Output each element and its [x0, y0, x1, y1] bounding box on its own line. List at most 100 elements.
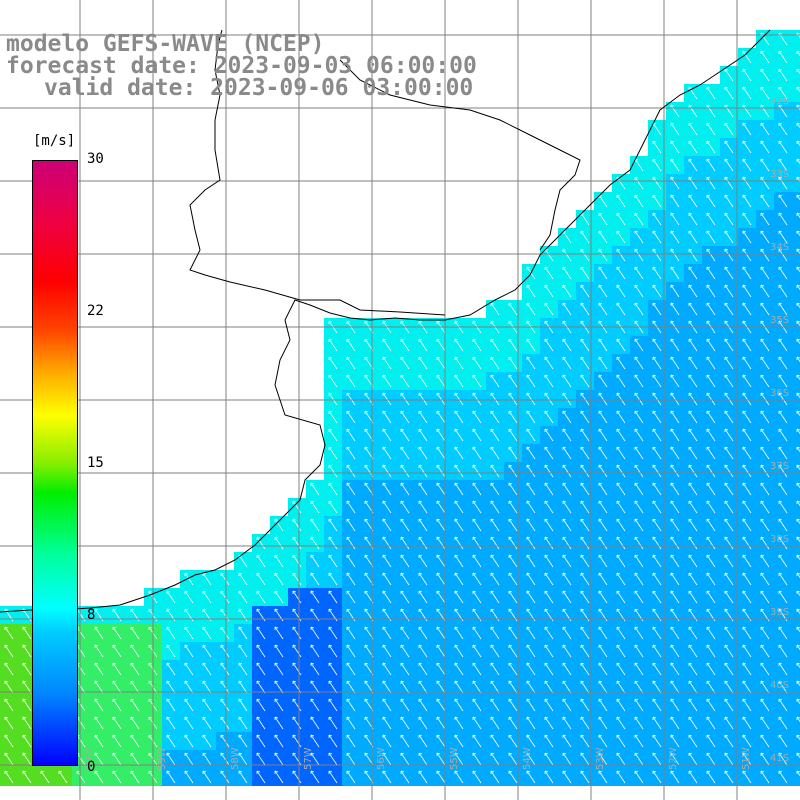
wind-arrow	[436, 626, 446, 640]
wind-arrow	[706, 428, 716, 442]
wind-arrow	[472, 644, 482, 658]
wind-arrow	[202, 680, 212, 694]
wind-arrow	[742, 500, 752, 514]
wind-arrow	[616, 194, 626, 208]
wind-arrow	[436, 518, 446, 532]
wind-arrow	[238, 626, 248, 640]
wind-arrow	[634, 698, 644, 712]
wind-arrow	[634, 338, 644, 352]
wind-arrow	[688, 590, 698, 604]
wind-arrow	[670, 176, 680, 190]
wind-arrow	[490, 428, 500, 442]
wind-speed-cell	[792, 120, 800, 138]
wind-arrow	[490, 374, 500, 388]
wind-arrow	[706, 554, 716, 568]
wind-arrow	[436, 464, 446, 478]
wind-arrow	[778, 50, 788, 64]
wind-arrow	[544, 284, 554, 298]
wind-arrow	[616, 356, 626, 370]
wind-arrow	[706, 374, 716, 388]
wind-arrow	[562, 662, 572, 676]
wind-arrow	[490, 356, 500, 370]
wind-arrow	[490, 302, 500, 316]
wind-arrow	[490, 734, 500, 748]
wind-arrow	[490, 338, 500, 352]
wind-arrow	[724, 716, 734, 730]
wind-arrow	[184, 572, 194, 586]
wind-arrow	[742, 644, 752, 658]
wind-arrow	[526, 464, 536, 478]
wind-arrow	[490, 482, 500, 496]
wind-arrow	[454, 482, 464, 496]
wind-arrow	[454, 500, 464, 514]
wind-arrow	[328, 662, 338, 676]
wind-arrow	[706, 734, 716, 748]
wind-arrow	[580, 734, 590, 748]
wind-arrow	[580, 356, 590, 370]
wind-arrow	[454, 698, 464, 712]
wind-arrow	[400, 698, 410, 712]
wind-arrow	[454, 590, 464, 604]
wind-arrow	[616, 554, 626, 568]
wind-arrow	[328, 392, 338, 406]
wind-arrow	[22, 716, 32, 730]
wind-arrow	[706, 752, 716, 766]
wind-arrow	[742, 158, 752, 172]
wind-arrow	[328, 446, 338, 460]
wind-arrow	[580, 482, 590, 496]
wind-arrow	[670, 122, 680, 136]
wind-arrow	[760, 248, 770, 262]
wind-arrow	[760, 68, 770, 82]
wind-arrow	[346, 752, 356, 766]
wind-arrow	[238, 716, 248, 730]
wind-arrow	[706, 194, 716, 208]
colorbar-tick: 8	[87, 607, 96, 623]
wind-arrow	[490, 644, 500, 658]
wind-arrow	[238, 752, 248, 766]
wind-arrow	[778, 716, 788, 730]
wind-arrow	[760, 266, 770, 280]
wind-arrow	[418, 338, 428, 352]
wind-arrow	[580, 230, 590, 244]
wind-arrow	[670, 374, 680, 388]
wind-speed-cell	[792, 192, 800, 210]
wind-arrow	[760, 86, 770, 100]
wind-arrow	[760, 392, 770, 406]
latitude-label: 40S	[770, 680, 789, 691]
wind-arrow	[688, 284, 698, 298]
wind-arrow	[454, 446, 464, 460]
wind-arrow	[670, 230, 680, 244]
wind-arrow	[688, 212, 698, 226]
wind-arrow	[256, 590, 266, 604]
wind-arrow	[436, 392, 446, 406]
wind-arrow	[454, 392, 464, 406]
wind-arrow	[526, 446, 536, 460]
wind-arrow	[346, 644, 356, 658]
wind-arrow	[400, 410, 410, 424]
wind-arrow	[778, 554, 788, 568]
wind-arrow	[454, 428, 464, 442]
wind-arrow	[418, 500, 428, 514]
wind-arrow	[220, 734, 230, 748]
wind-arrow	[778, 248, 788, 262]
wind-arrow	[598, 410, 608, 424]
wind-arrow	[346, 770, 356, 784]
wind-arrow	[760, 680, 770, 694]
wind-arrow	[22, 734, 32, 748]
wind-arrow	[130, 626, 140, 640]
wind-arrow	[562, 716, 572, 730]
wind-arrow	[706, 662, 716, 676]
wind-arrow	[616, 266, 626, 280]
wind-arrow	[418, 662, 428, 676]
latitude-label: 38S	[770, 534, 789, 545]
wind-arrow	[688, 716, 698, 730]
wind-arrow	[490, 698, 500, 712]
wind-arrow	[670, 770, 680, 784]
wind-arrow	[130, 698, 140, 712]
wind-arrow	[490, 662, 500, 676]
wind-arrow	[382, 482, 392, 496]
wind-arrow	[490, 680, 500, 694]
wind-arrow	[634, 644, 644, 658]
wind-arrow	[724, 356, 734, 370]
